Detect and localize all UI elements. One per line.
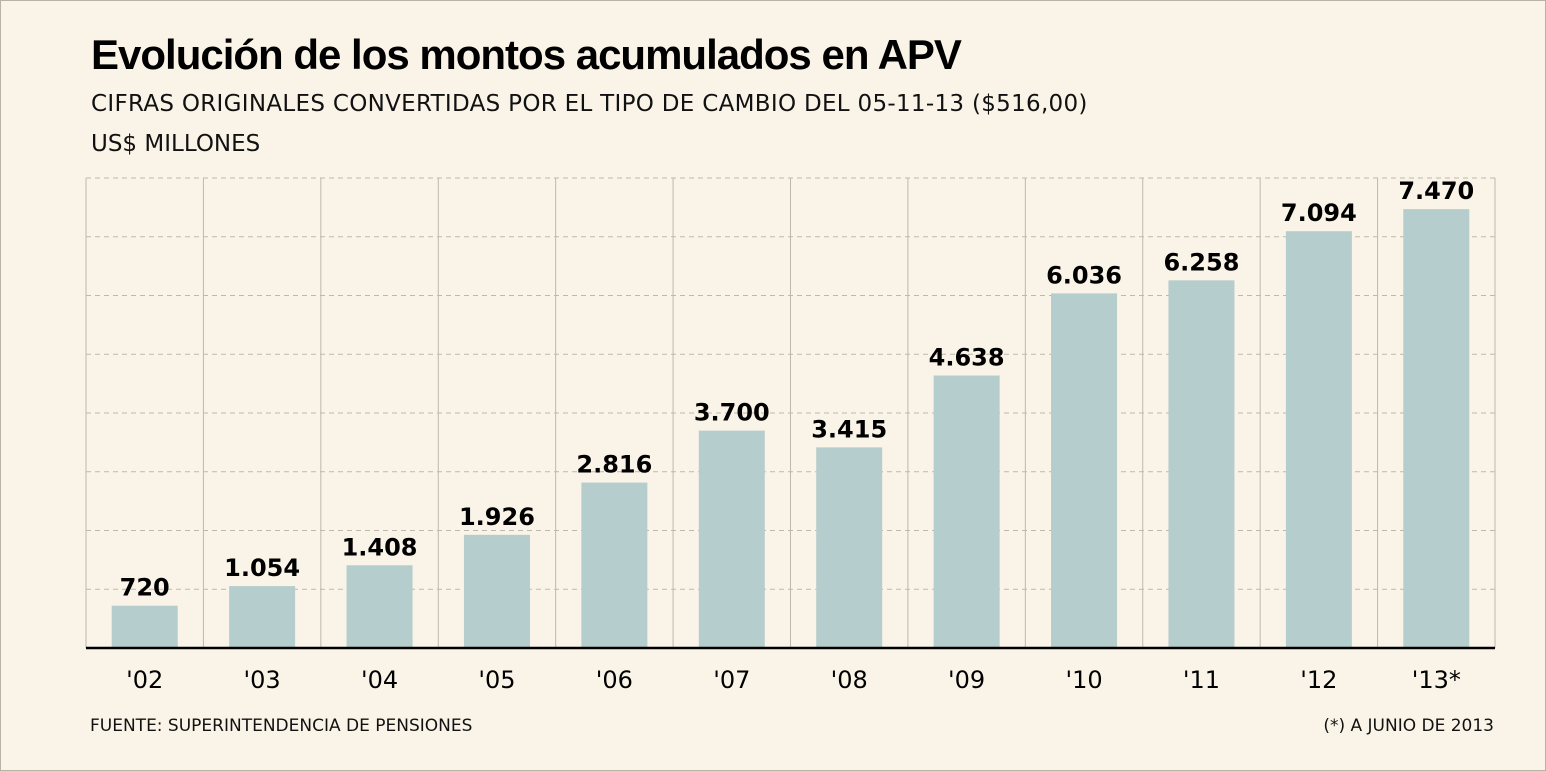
value-label: 6.036 bbox=[1046, 261, 1122, 289]
bar bbox=[1285, 231, 1352, 649]
bar bbox=[346, 565, 413, 648]
category-label: '02 bbox=[126, 666, 163, 694]
value-label: 3.700 bbox=[694, 399, 770, 427]
category-label: '06 bbox=[596, 666, 633, 694]
value-label: 7.094 bbox=[1281, 199, 1357, 227]
bar bbox=[229, 586, 296, 648]
value-label: 1.926 bbox=[459, 503, 535, 531]
footnote: (*) A JUNIO DE 2013 bbox=[1323, 716, 1494, 736]
bar bbox=[1051, 293, 1118, 648]
source-note: FUENTE: SUPERINTENDENCIA DE PENSIONES bbox=[90, 716, 473, 736]
value-label: 7.470 bbox=[1398, 177, 1474, 205]
bar bbox=[816, 447, 883, 648]
bar bbox=[1403, 209, 1470, 648]
value-label: 3.415 bbox=[811, 415, 887, 443]
bar bbox=[698, 430, 765, 648]
bar bbox=[933, 375, 1000, 648]
bar bbox=[463, 534, 530, 648]
chart-subtitle: CIFRAS ORIGINALES CONVERTIDAS POR EL TIP… bbox=[91, 91, 1088, 117]
value-label: 1.054 bbox=[224, 554, 300, 582]
value-label: 2.816 bbox=[576, 451, 652, 479]
category-label: '05 bbox=[478, 666, 515, 694]
units-label: US$ MILLONES bbox=[91, 131, 261, 157]
value-label: 720 bbox=[120, 574, 170, 602]
category-label: '12 bbox=[1300, 666, 1337, 694]
category-label: '11 bbox=[1183, 666, 1220, 694]
value-label: 4.638 bbox=[929, 344, 1005, 372]
category-label: '10 bbox=[1065, 666, 1102, 694]
category-label: '13* bbox=[1412, 666, 1461, 694]
chart-title: Evolución de los montos acumulados en AP… bbox=[91, 31, 962, 78]
bar bbox=[1168, 280, 1235, 648]
bar bbox=[581, 482, 648, 648]
category-label: '03 bbox=[244, 666, 281, 694]
category-label: '07 bbox=[713, 666, 750, 694]
value-label: 6.258 bbox=[1163, 248, 1239, 276]
value-label: 1.408 bbox=[342, 533, 418, 561]
bar bbox=[111, 605, 178, 648]
category-label: '08 bbox=[831, 666, 868, 694]
category-label: '04 bbox=[361, 666, 398, 694]
category-label: '09 bbox=[948, 666, 985, 694]
